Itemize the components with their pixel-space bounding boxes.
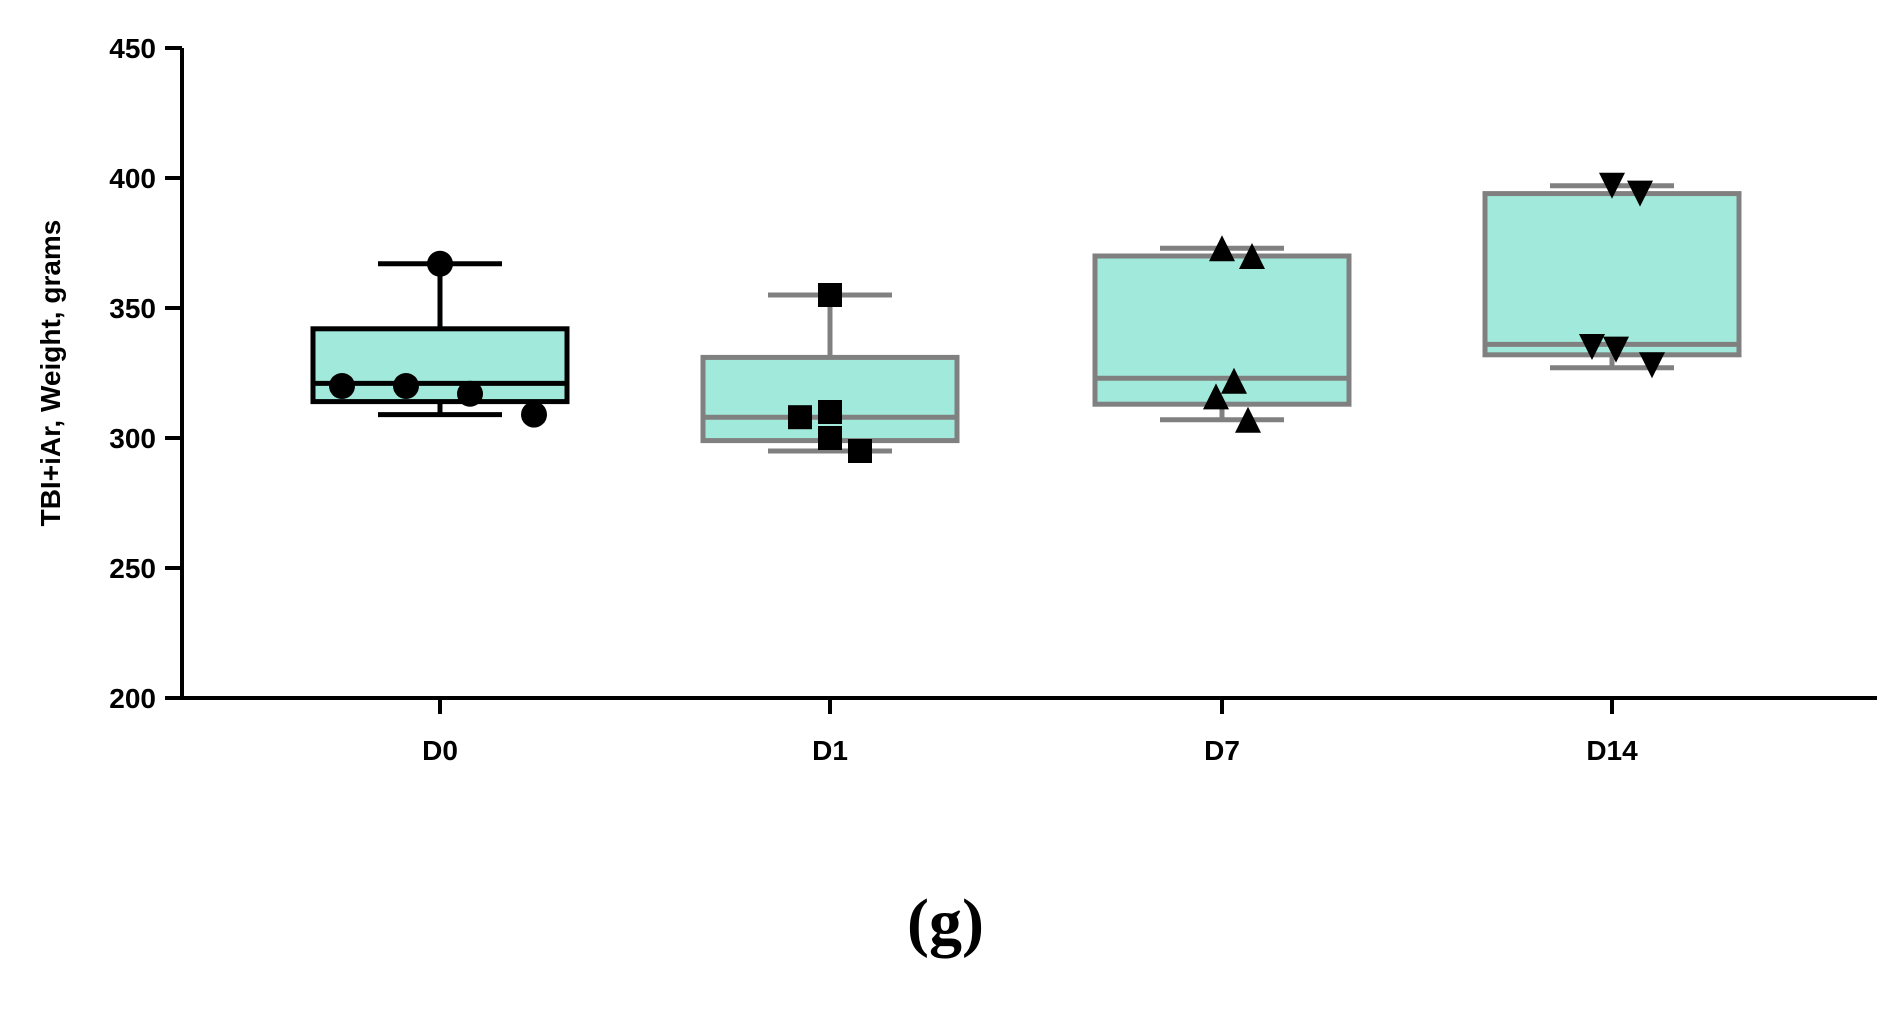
square-marker [848,439,872,463]
circle-marker [329,373,355,399]
y-tick-label: 450 [109,33,156,64]
y-tick-label: 250 [109,553,156,584]
y-tick-label: 200 [109,683,156,714]
triangle-up-marker [1209,235,1235,262]
circle-marker [427,250,453,277]
x-tick-label-d7: D7 [1204,735,1240,766]
x-ticks-layer: D0 D1 D7 D14 [422,698,1638,766]
triangle-up-marker [1239,243,1265,269]
triangle-up-marker [1203,383,1229,410]
triangle-down-marker [1599,172,1625,199]
points-layer [329,172,1665,463]
x-tick-label-d0: D0 [422,735,458,766]
axes-layer [180,48,1877,700]
x-tick-label-d14: D14 [1586,735,1638,766]
triangle-up-marker [1221,367,1247,394]
box-iqr [1482,191,1742,358]
box-iqr [1092,253,1352,407]
y-tick-label: 350 [109,293,156,324]
triangle-up-marker [1235,406,1261,433]
panel-label: (g) [907,886,984,959]
triangle-down-marker [1579,334,1605,360]
triangle-down-marker [1639,352,1665,379]
triangle-down-marker [1627,180,1653,207]
x-tick-label-d1: D1 [812,735,848,766]
square-marker [788,405,812,430]
box-d7 [1092,245,1352,423]
y-axis-title: TBI+iAr, Weight, grams [35,220,66,527]
circle-marker [457,380,483,407]
box-iqr [310,326,570,405]
triangle-down-marker [1603,336,1629,363]
boxes-layer [310,183,1742,454]
y-tick-label: 300 [109,423,156,454]
circle-marker [393,373,419,399]
square-marker [818,426,842,450]
y-ticks-layer: 200 250 300 350 400 450 [109,33,182,714]
circle-marker [521,401,547,428]
box-d0 [310,261,570,418]
square-marker [818,283,842,307]
square-marker [818,400,842,424]
y-tick-label: 400 [109,163,156,194]
